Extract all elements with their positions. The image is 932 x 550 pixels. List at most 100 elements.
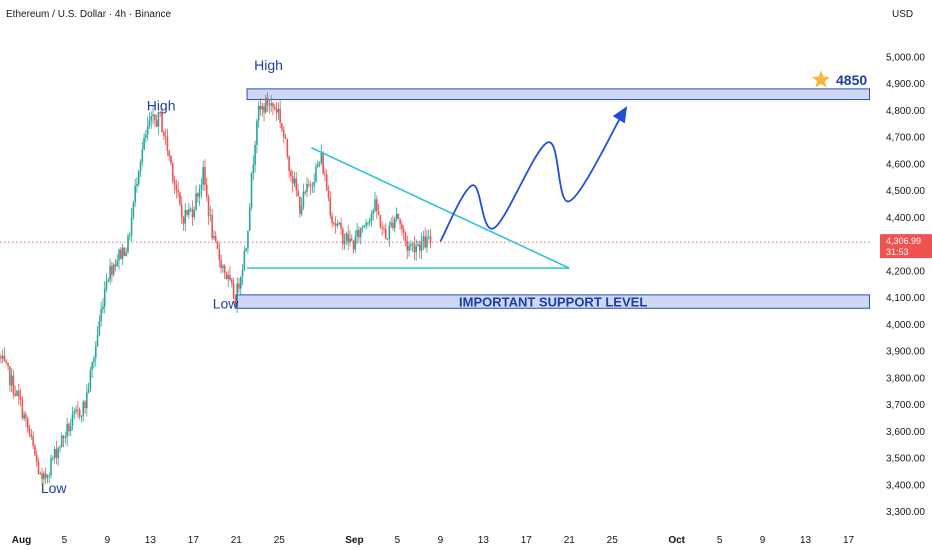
candle-body	[383, 228, 385, 230]
candle-body	[197, 193, 199, 197]
time-tick-label: 25	[607, 535, 619, 546]
candle	[166, 128, 169, 156]
candle-body	[170, 156, 172, 164]
candle-body	[193, 209, 196, 218]
candle-body	[64, 437, 67, 438]
candle-body	[145, 134, 147, 138]
candle	[266, 92, 269, 112]
candle-body	[245, 248, 247, 251]
candle-body	[404, 232, 407, 241]
candle	[406, 235, 409, 260]
currency-label: USD	[892, 9, 913, 20]
candle-body	[173, 180, 176, 185]
annotation-label: Low	[213, 295, 240, 311]
candle	[392, 215, 394, 231]
candle-body	[43, 473, 45, 480]
candle-body	[239, 277, 242, 289]
candle	[55, 440, 58, 465]
candle-body	[73, 411, 76, 414]
triangle-pattern	[247, 147, 570, 269]
candle	[188, 202, 190, 219]
candle	[30, 428, 33, 440]
candle	[336, 219, 339, 229]
annotations: High High Low Low	[41, 57, 283, 496]
candle-body	[112, 264, 115, 275]
candle	[418, 240, 421, 259]
candle-body	[44, 473, 47, 478]
target-price-label: 4850	[836, 72, 867, 88]
candle	[145, 129, 147, 143]
candle	[87, 382, 90, 394]
support-zone-label: IMPORTANT SUPPORT LEVEL	[459, 295, 647, 310]
candle	[359, 227, 362, 245]
support-zone	[235, 294, 870, 309]
candle-body	[175, 184, 178, 191]
price-tick-label: 4,600.00	[886, 159, 925, 170]
candle-body	[152, 114, 154, 117]
candle	[384, 223, 387, 240]
candle-body	[87, 389, 90, 393]
candle-body	[136, 183, 138, 186]
candle	[383, 225, 385, 234]
price-tick-label: 3,600.00	[886, 427, 925, 438]
candle	[207, 194, 210, 225]
candle	[73, 407, 76, 420]
candle	[116, 254, 119, 268]
candle	[168, 149, 170, 162]
price-tick-label: 4,200.00	[886, 266, 925, 277]
candle	[350, 234, 353, 242]
candle	[102, 298, 104, 314]
candle	[10, 367, 13, 393]
candle	[399, 217, 401, 230]
candle	[62, 434, 65, 448]
candle-body	[120, 249, 122, 259]
candle	[368, 217, 371, 227]
candle	[388, 221, 391, 247]
candle-body	[268, 105, 271, 106]
candle-body	[320, 153, 323, 163]
candle-body	[220, 259, 222, 268]
candle-body	[180, 204, 183, 218]
candle	[137, 169, 140, 187]
candle	[333, 221, 335, 227]
candle-body	[270, 103, 273, 106]
candle-body	[177, 190, 179, 193]
time-tick-label: 9	[105, 535, 111, 546]
candle-body	[143, 137, 145, 150]
candle-body	[315, 166, 317, 183]
candle-body	[157, 111, 160, 127]
candle-body	[139, 161, 142, 171]
star-icon	[812, 70, 830, 88]
candle	[120, 247, 122, 260]
candle	[0, 353, 2, 364]
candle	[189, 206, 192, 212]
price-tick-label: 4,900.00	[886, 79, 925, 90]
candle-body	[78, 409, 81, 417]
price-tick-label: 4,700.00	[886, 133, 925, 144]
candle-body	[37, 461, 40, 474]
candle	[197, 192, 199, 203]
resistance-zone	[246, 88, 870, 101]
candle	[130, 207, 133, 242]
candle	[214, 231, 217, 243]
candle	[46, 473, 49, 484]
candle	[91, 361, 93, 378]
candle	[282, 126, 285, 144]
candle-body	[279, 108, 281, 124]
candle-body	[250, 173, 253, 208]
candle	[365, 218, 367, 230]
candle	[338, 221, 341, 226]
time-tick-label: 9	[760, 535, 766, 546]
candle	[82, 399, 85, 422]
candle	[322, 150, 324, 175]
candle	[209, 205, 212, 222]
candle-body	[134, 185, 136, 203]
candle-body	[130, 217, 133, 236]
candle	[121, 243, 124, 266]
candle	[136, 176, 138, 193]
candle-body	[150, 116, 153, 121]
candle-body	[402, 228, 405, 233]
candle	[347, 225, 349, 251]
candle-body	[12, 375, 15, 394]
